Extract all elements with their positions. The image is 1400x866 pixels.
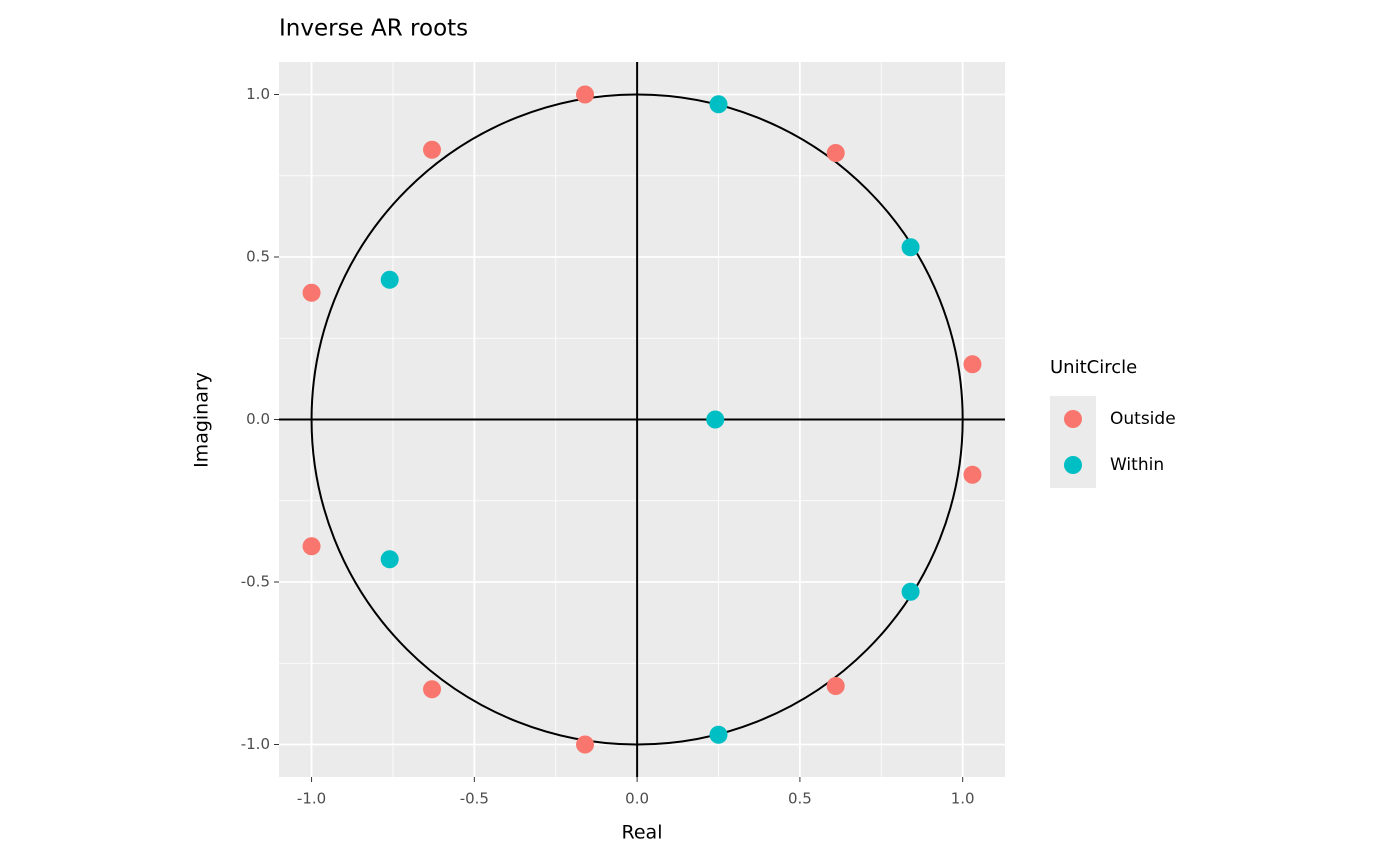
point: [576, 85, 595, 104]
legend-label: Outside: [1110, 409, 1176, 429]
x-tick-label: 0.5: [788, 790, 812, 808]
x-tick-label: -0.5: [460, 790, 489, 808]
legend-key-background: [1050, 396, 1096, 488]
x-tick-label: -1.0: [297, 790, 326, 808]
legend-key: [1064, 410, 1082, 428]
y-tick-label: 1.0: [246, 85, 270, 103]
unit-circle: [310, 93, 964, 746]
point: [901, 238, 920, 257]
point: [901, 582, 920, 601]
legend-label: Within: [1110, 455, 1164, 475]
legend-title: UnitCircle: [1050, 357, 1137, 378]
point: [380, 270, 399, 289]
point: [963, 465, 982, 484]
y-axis-title: Imaginary: [191, 372, 213, 468]
legend-key: [1064, 456, 1082, 474]
point: [423, 680, 442, 699]
point: [576, 735, 595, 754]
point: [826, 677, 845, 695]
x-axis-title: Real: [622, 822, 663, 844]
point: [302, 283, 321, 302]
point: [706, 410, 725, 429]
y-tick-label: 0.0: [246, 410, 270, 428]
point: [963, 355, 982, 374]
point: [826, 144, 845, 162]
point: [302, 537, 321, 556]
x-tick-label: 1.0: [951, 790, 975, 808]
point: [709, 95, 728, 114]
x-tick-label: 0.0: [625, 790, 649, 808]
chart-title: Inverse AR roots: [279, 16, 468, 42]
point: [423, 140, 442, 159]
point: [709, 725, 728, 744]
point: [380, 550, 399, 569]
y-tick-label: 0.5: [246, 248, 270, 266]
y-tick-label: -0.5: [241, 573, 270, 591]
y-tick-label: -1.0: [241, 735, 270, 753]
